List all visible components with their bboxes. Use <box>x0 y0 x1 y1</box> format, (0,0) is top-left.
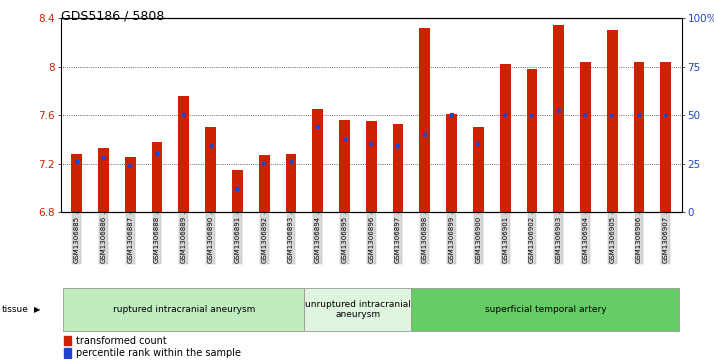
Bar <box>660 62 671 212</box>
Bar <box>151 142 162 212</box>
Bar <box>580 62 590 212</box>
Bar <box>607 30 618 212</box>
Text: transformed count: transformed count <box>76 335 167 346</box>
Bar <box>393 124 403 212</box>
FancyBboxPatch shape <box>64 287 304 331</box>
Bar <box>312 109 323 212</box>
Bar <box>232 170 243 212</box>
Bar <box>419 28 430 212</box>
Text: unruptured intracranial
aneurysm: unruptured intracranial aneurysm <box>305 300 411 319</box>
Text: percentile rank within the sample: percentile rank within the sample <box>76 348 241 358</box>
Bar <box>71 154 82 212</box>
Bar <box>473 127 483 212</box>
Text: superficial temporal artery: superficial temporal artery <box>485 305 606 314</box>
FancyBboxPatch shape <box>411 287 679 331</box>
Bar <box>286 154 296 212</box>
Bar <box>633 62 644 212</box>
Bar <box>366 121 376 212</box>
Bar <box>64 348 71 358</box>
Bar <box>339 120 350 212</box>
Bar <box>125 156 136 212</box>
Bar <box>526 69 537 212</box>
Bar <box>64 336 71 346</box>
Bar <box>500 64 511 212</box>
Text: GDS5186 / 5808: GDS5186 / 5808 <box>61 9 164 22</box>
Bar <box>446 114 457 212</box>
Bar <box>258 155 269 212</box>
Text: tissue: tissue <box>1 305 29 314</box>
Text: ▶: ▶ <box>34 305 41 314</box>
Bar <box>205 127 216 212</box>
FancyBboxPatch shape <box>304 287 411 331</box>
Bar <box>553 25 564 212</box>
Bar <box>178 96 189 212</box>
Bar <box>98 148 109 212</box>
Text: ruptured intracranial aneurysm: ruptured intracranial aneurysm <box>113 305 255 314</box>
